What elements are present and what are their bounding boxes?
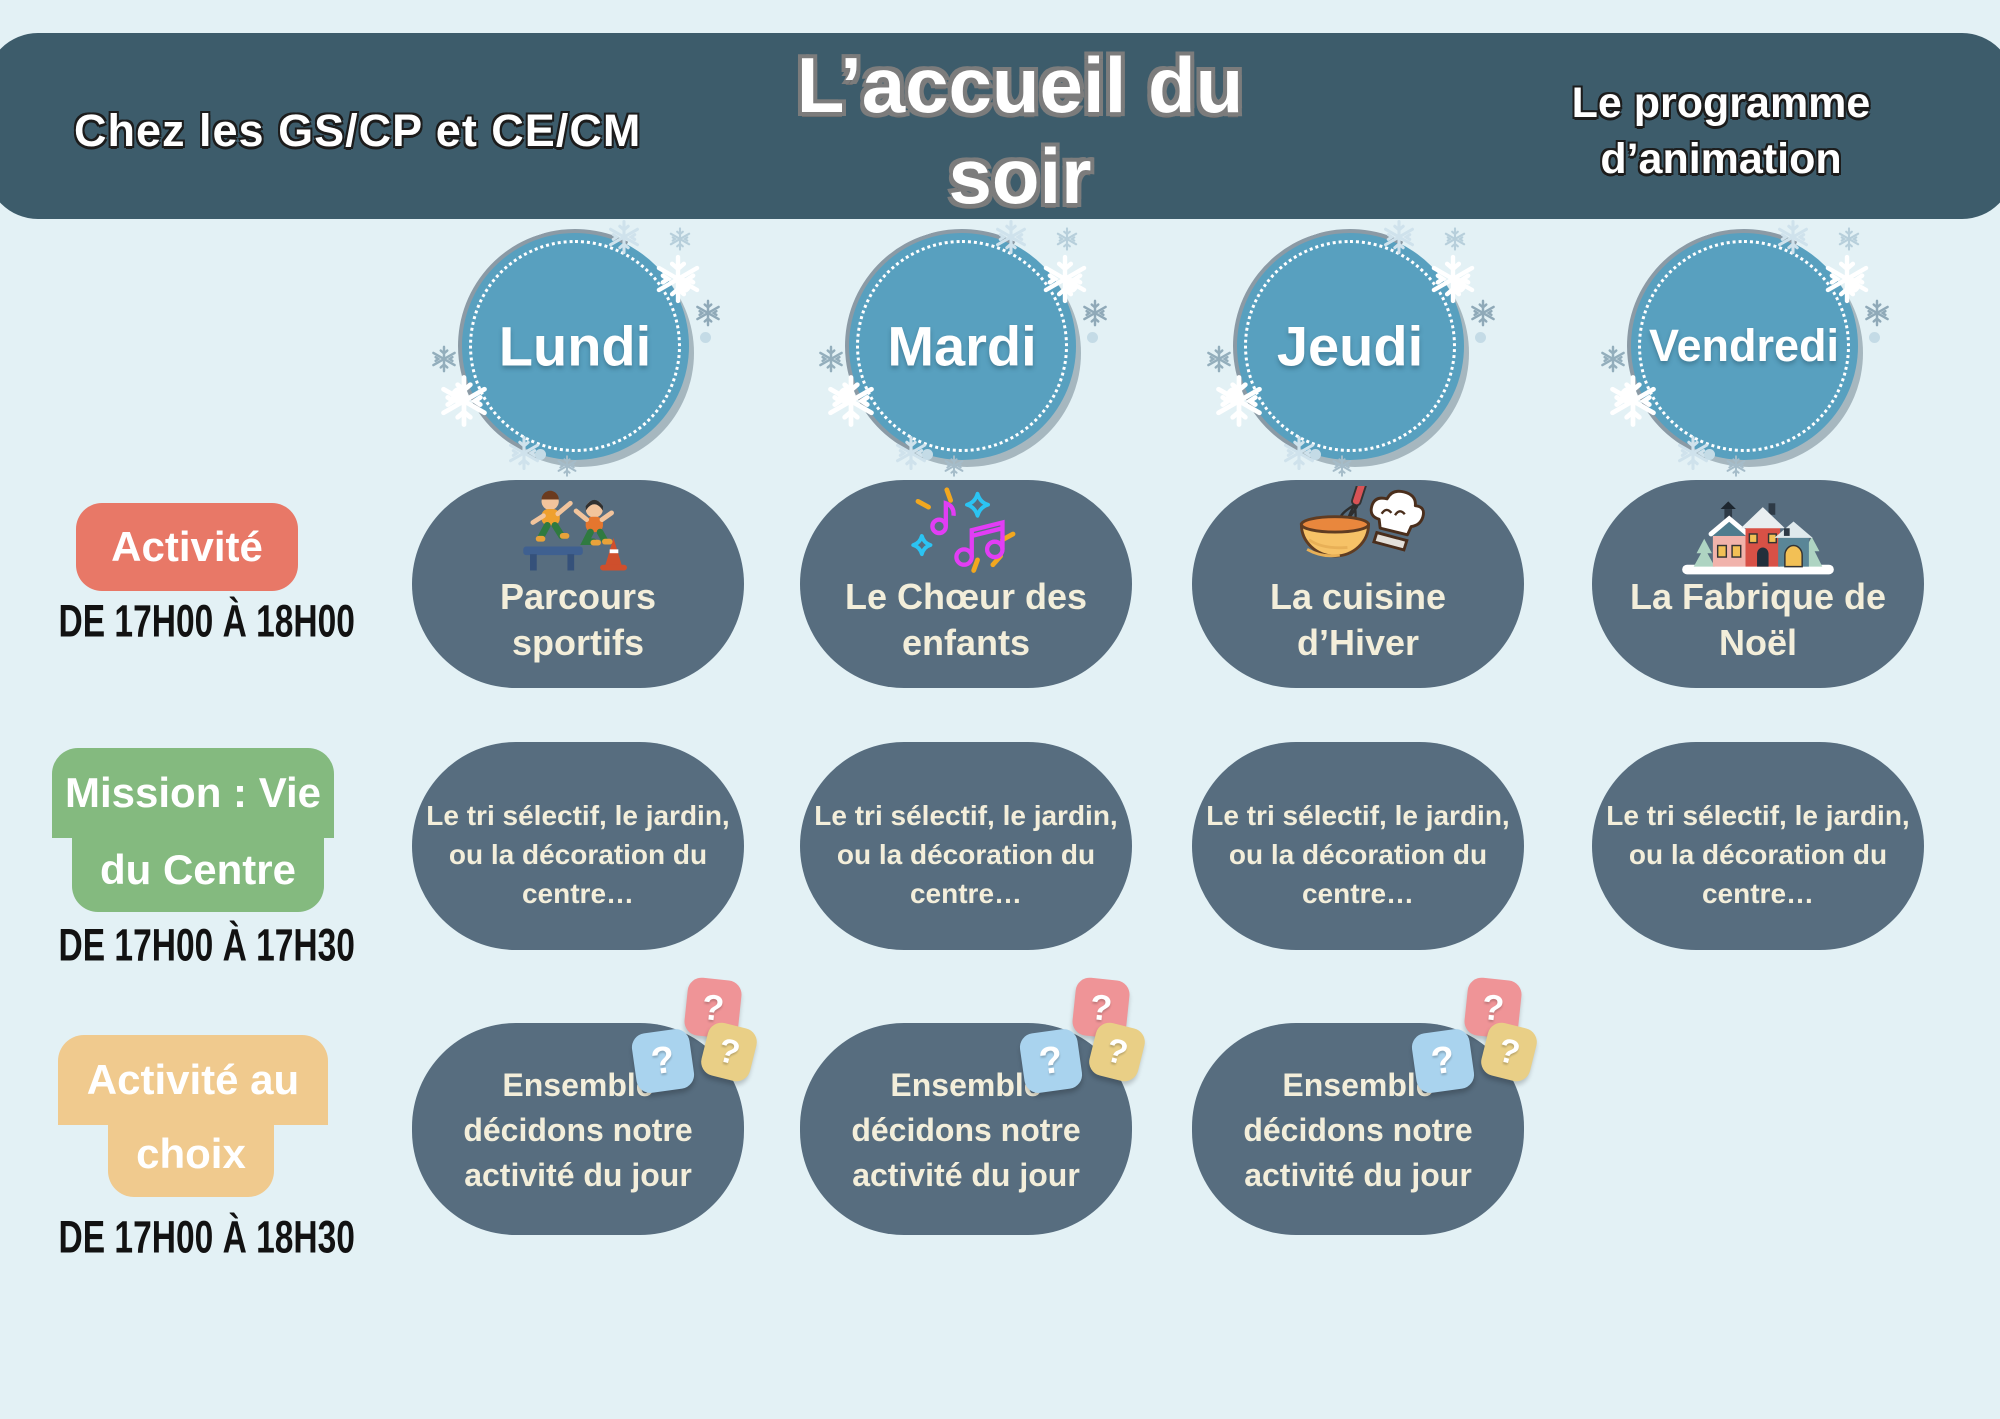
snowflake-icon: [1332, 455, 1352, 477]
snowflake-icon: [1471, 299, 1495, 327]
row-badge-activite: Activité: [76, 503, 298, 591]
snowflake-icon: [669, 227, 691, 251]
mission-text: Le tri sélectif, le jardin, ou la décora…: [814, 800, 1118, 909]
wreath-dot: [1704, 449, 1715, 460]
question-bubble-blue: ?: [1018, 1027, 1084, 1095]
wreath-dot: [922, 449, 933, 460]
choice-text: Ensemble décidons notre activité du jour: [851, 1067, 1081, 1193]
neon-music-notes-icon: [800, 486, 1132, 580]
wreath-dot: [1226, 387, 1243, 404]
snowflake-icon: [1384, 220, 1414, 254]
day-label: Jeudi: [1276, 314, 1424, 378]
mission-card-jeudi: Le tri sélectif, le jardin, ou la décora…: [1192, 742, 1524, 950]
snowflake-icon: [944, 455, 964, 477]
day-label: Vendredi: [1648, 320, 1840, 371]
mission-text: Le tri sélectif, le jardin, ou la décora…: [1206, 800, 1510, 909]
snowflake-icon: [1444, 227, 1466, 251]
day-circle-vendredi: Vendredi: [1601, 220, 1889, 477]
row-badge-choix-line2: choix: [58, 1099, 328, 1197]
snowflake-icon: [1726, 455, 1746, 477]
snowflake-icon: [1601, 345, 1625, 373]
snowflake-icon: [819, 345, 843, 373]
question-bubble-blue: ?: [1410, 1027, 1476, 1095]
activity-title: Parcours sportifs: [499, 576, 657, 663]
snowflake-icon: [696, 299, 720, 327]
row-badge-mission-line2: du Centre: [52, 812, 334, 912]
day-label: Mardi: [887, 314, 1037, 378]
wreath-dot: [1845, 278, 1860, 293]
activity-card-jeudi: La cuisine d’Hiver: [1192, 480, 1524, 688]
activity-title: La cuisine d’Hiver: [1269, 576, 1447, 663]
program-subtitle-line2: d’animation: [1600, 135, 1842, 183]
snowflake-icon: [1083, 299, 1107, 327]
wreath-dot: [535, 449, 546, 460]
mission-card-vendredi: Le tri sélectif, le jardin, ou la décora…: [1592, 742, 1924, 950]
mission-card-lundi: Le tri sélectif, le jardin, ou la décora…: [412, 742, 744, 950]
wreath-dot: [1451, 278, 1466, 293]
snowflake-icon: [1778, 220, 1808, 254]
activity-card-mardi: Le Chœur des enfants: [800, 480, 1132, 688]
program-subtitle: Le programme d’animation: [1526, 75, 1916, 187]
wreath-dot: [1310, 449, 1321, 460]
question-bubbles-icon: ? ? ?: [1018, 976, 1148, 1101]
activity-title: La Fabrique de Noël: [1629, 576, 1887, 663]
day-circle-lundi: Lundi: [432, 220, 720, 477]
kids-obstacle-course-icon: [412, 486, 744, 580]
mission-text: Le tri sélectif, le jardin, ou la décora…: [426, 800, 730, 909]
snowflake-icon: [1865, 299, 1889, 327]
snowflake-icon: [1056, 227, 1078, 251]
header-bar: Chez les GS/CP et CE/CM L’accueil du soi…: [0, 33, 2000, 220]
wreath-dot: [1087, 332, 1098, 343]
group-label: Chez les GS/CP et CE/CM: [74, 105, 642, 156]
page-title: L’accueil du soir: [796, 41, 1244, 220]
question-bubbles-icon: ? ? ?: [1410, 976, 1540, 1101]
snowflake-icon: [432, 345, 456, 373]
row-time-activite: DE 17H00 À 18H00: [58, 596, 355, 648]
christmas-village-icon: [1592, 486, 1924, 580]
choice-card-mardi: ? ? ? Ensemble décidons notre activité d…: [800, 976, 1148, 1235]
question-bubble-blue: ?: [630, 1027, 696, 1095]
wreath-dot: [1063, 278, 1078, 293]
row-time-choix: DE 17H00 À 18H30: [58, 1212, 355, 1264]
day-circle-mardi: Mardi: [819, 220, 1107, 477]
activity-card-vendredi: La Fabrique de Noël: [1592, 480, 1924, 688]
mission-card-mardi: Le tri sélectif, le jardin, ou la décora…: [800, 742, 1132, 950]
activity-title: Le Chœur des enfants: [844, 576, 1087, 663]
wreath-dot: [1869, 332, 1880, 343]
choice-card-lundi: ? ? ? Ensemble décidons notre activité d…: [412, 976, 760, 1235]
question-bubbles-icon: ? ? ?: [630, 976, 760, 1101]
choice-text: Ensemble décidons notre activité du jour: [463, 1067, 693, 1193]
snowflake-icon: [996, 220, 1026, 254]
snowflake-icon: [609, 220, 639, 254]
wreath-dot: [451, 387, 468, 404]
snowflake-icon: [557, 455, 577, 477]
activity-card-lundi: Parcours sportifs: [412, 480, 744, 688]
wreath-dot: [838, 387, 855, 404]
wreath-dot: [1475, 332, 1486, 343]
wreath-dot: [676, 278, 691, 293]
row-time-mission: DE 17H00 À 17H30: [58, 920, 355, 972]
bowl-whisk-chef-hat-icon: [1192, 486, 1524, 580]
snowflake-icon: [1838, 227, 1860, 251]
day-circle-jeudi: Jeudi: [1207, 220, 1495, 477]
day-label: Lundi: [498, 314, 652, 378]
choice-text: Ensemble décidons notre activité du jour: [1243, 1067, 1473, 1193]
wreath-dot: [1620, 387, 1637, 404]
wreath-dot: [700, 332, 711, 343]
row-badge-mission-line1: Mission : Vie: [52, 748, 334, 838]
mission-text: Le tri sélectif, le jardin, ou la décora…: [1606, 800, 1910, 909]
choice-card-jeudi: ? ? ? Ensemble décidons notre activité d…: [1192, 976, 1540, 1235]
program-subtitle-line1: Le programme: [1571, 79, 1871, 127]
snowflake-icon: [1207, 345, 1231, 373]
